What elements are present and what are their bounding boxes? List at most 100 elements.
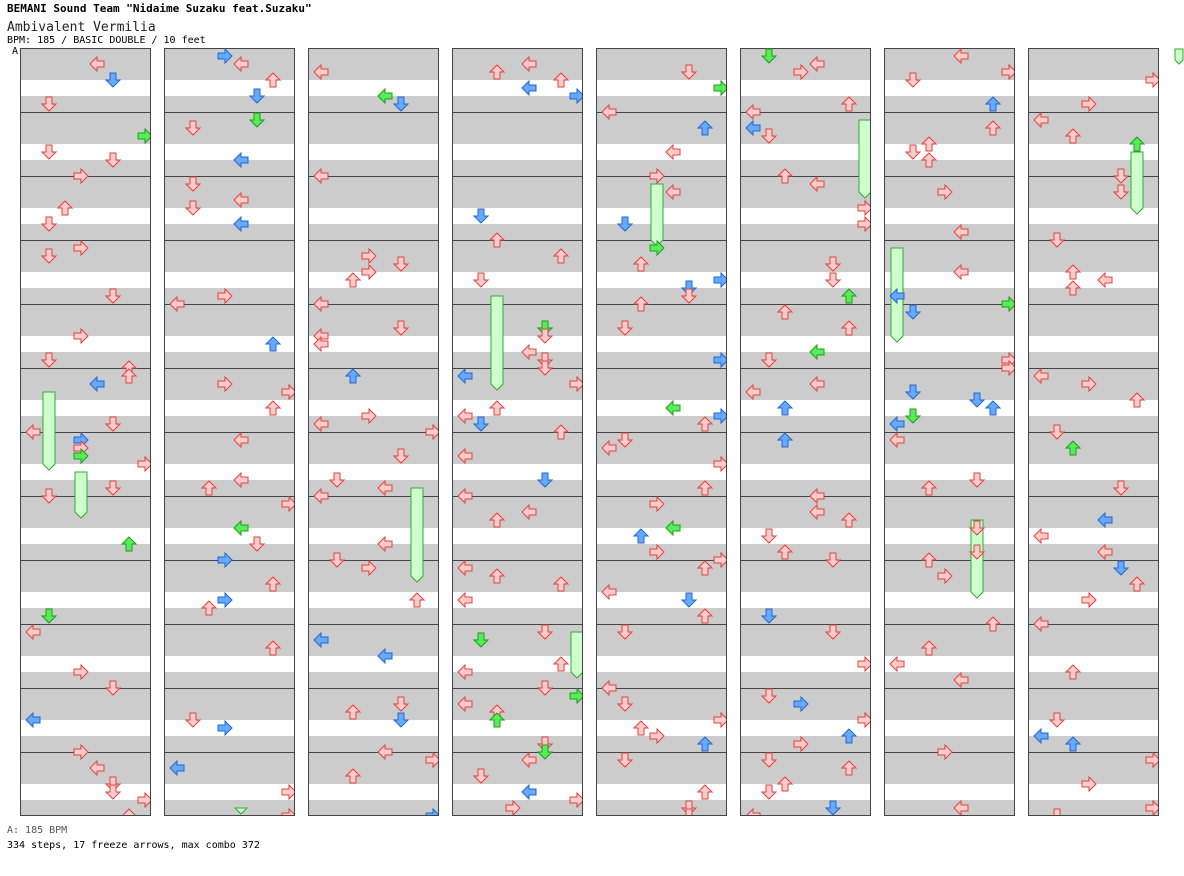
- beat-stripe: [597, 640, 726, 656]
- beat-stripe: [1029, 352, 1158, 368]
- up-arrow-note: [984, 96, 1002, 112]
- left-arrow-note: [457, 591, 473, 609]
- beat-stripe: [885, 176, 1014, 192]
- beat-stripe: [1029, 800, 1158, 815]
- beat-stripe: [165, 112, 294, 128]
- left-arrow-note: [457, 487, 473, 505]
- right-arrow-note: [1081, 375, 1097, 393]
- up-arrow-note: [264, 400, 282, 416]
- down-arrow-note: [968, 472, 986, 488]
- beat-stripe: [885, 768, 1014, 784]
- left-arrow-note: [313, 63, 329, 81]
- left-arrow-note: [1033, 615, 1049, 633]
- up-arrow-note: [552, 72, 570, 88]
- down-arrow-note: [760, 128, 778, 144]
- beat-stripe: [453, 240, 582, 256]
- beat-stripe: [453, 416, 582, 432]
- left-arrow-note: [809, 503, 825, 521]
- beat-stripe: [165, 416, 294, 432]
- up-arrow-note: [264, 72, 282, 88]
- right-arrow-note: [793, 695, 809, 713]
- up-arrow-note: [632, 720, 650, 736]
- left-arrow-note: [377, 743, 393, 761]
- beat-stripe: [597, 672, 726, 688]
- beat-stripe: [453, 672, 582, 688]
- beat-stripe: [885, 416, 1014, 432]
- beat-stripe: [741, 320, 870, 336]
- beat-stripe: [1029, 416, 1158, 432]
- beat-stripe: [453, 704, 582, 720]
- beat-stripe: [453, 320, 582, 336]
- freeze-arrow: [858, 119, 870, 199]
- up-arrow-note: [264, 640, 282, 656]
- beat-stripe: [21, 176, 150, 192]
- beat-stripe: [741, 352, 870, 368]
- beat-stripe: [309, 432, 438, 448]
- beat-stripe: [885, 224, 1014, 240]
- right-arrow-note: [425, 423, 438, 441]
- up-arrow-note: [920, 480, 938, 496]
- beat-stripe: [597, 64, 726, 80]
- up-arrow-note: [488, 512, 506, 528]
- beat-stripe: [165, 752, 294, 768]
- left-arrow-note: [1033, 111, 1049, 129]
- beat-stripe: [741, 432, 870, 448]
- left-arrow-note: [313, 335, 329, 353]
- left-arrow-note: [233, 191, 249, 209]
- beat-stripe: [309, 320, 438, 336]
- down-arrow-note: [472, 768, 490, 784]
- right-arrow-note: [649, 543, 665, 561]
- down-arrow-note: [184, 120, 202, 136]
- beat-stripe: [1029, 224, 1158, 240]
- down-arrow-note: [536, 328, 554, 344]
- beat-stripe: [453, 512, 582, 528]
- beat-stripe: [165, 432, 294, 448]
- beat-stripe: [885, 800, 1014, 815]
- beat-stripe: [597, 432, 726, 448]
- down-arrow-note: [184, 200, 202, 216]
- beat-stripe: [741, 128, 870, 144]
- right-arrow-note: [361, 263, 377, 281]
- up-arrow-note: [122, 808, 136, 815]
- right-arrow-note: [281, 783, 294, 801]
- beat-stripe: [597, 608, 726, 624]
- beat-stripe: [597, 368, 726, 384]
- beat-stripe: [741, 640, 870, 656]
- chart-column: [20, 48, 151, 816]
- freeze-arrow: [650, 183, 664, 247]
- right-arrow-note: [713, 711, 726, 729]
- beat-stripe: [741, 608, 870, 624]
- right-arrow-note: [1081, 775, 1097, 793]
- up-arrow-note: [552, 424, 570, 440]
- beat-stripe: [453, 352, 582, 368]
- beat-stripe: [597, 768, 726, 784]
- beat-stripe: [597, 384, 726, 400]
- freeze-arrow: [570, 631, 582, 679]
- left-arrow-note: [953, 799, 969, 815]
- left-arrow-note: [457, 367, 473, 385]
- down-arrow-note: [104, 72, 122, 88]
- up-arrow-note: [632, 256, 650, 272]
- left-arrow-note: [665, 399, 681, 417]
- up-arrow-note: [120, 368, 138, 384]
- up-arrow-note: [120, 536, 138, 552]
- down-arrow-note: [904, 72, 922, 88]
- beat-stripe: [741, 704, 870, 720]
- beat-stripe: [597, 560, 726, 576]
- beat-stripe: [741, 560, 870, 576]
- beat-stripe: [885, 480, 1014, 496]
- beat-stripe: [1029, 448, 1158, 464]
- beat-stripe: [165, 320, 294, 336]
- left-arrow-note: [457, 407, 473, 425]
- beat-stripe: [165, 384, 294, 400]
- beat-stripe: [21, 112, 150, 128]
- left-arrow-note: [313, 487, 329, 505]
- left-arrow-note: [377, 87, 393, 105]
- freeze-arrow: [74, 471, 88, 519]
- down-arrow-note: [104, 680, 122, 696]
- down-arrow-note: [1112, 480, 1130, 496]
- right-arrow-note: [217, 48, 233, 65]
- beat-stripe: [309, 64, 438, 80]
- right-arrow-note: [73, 663, 89, 681]
- beat-stripe: [309, 368, 438, 384]
